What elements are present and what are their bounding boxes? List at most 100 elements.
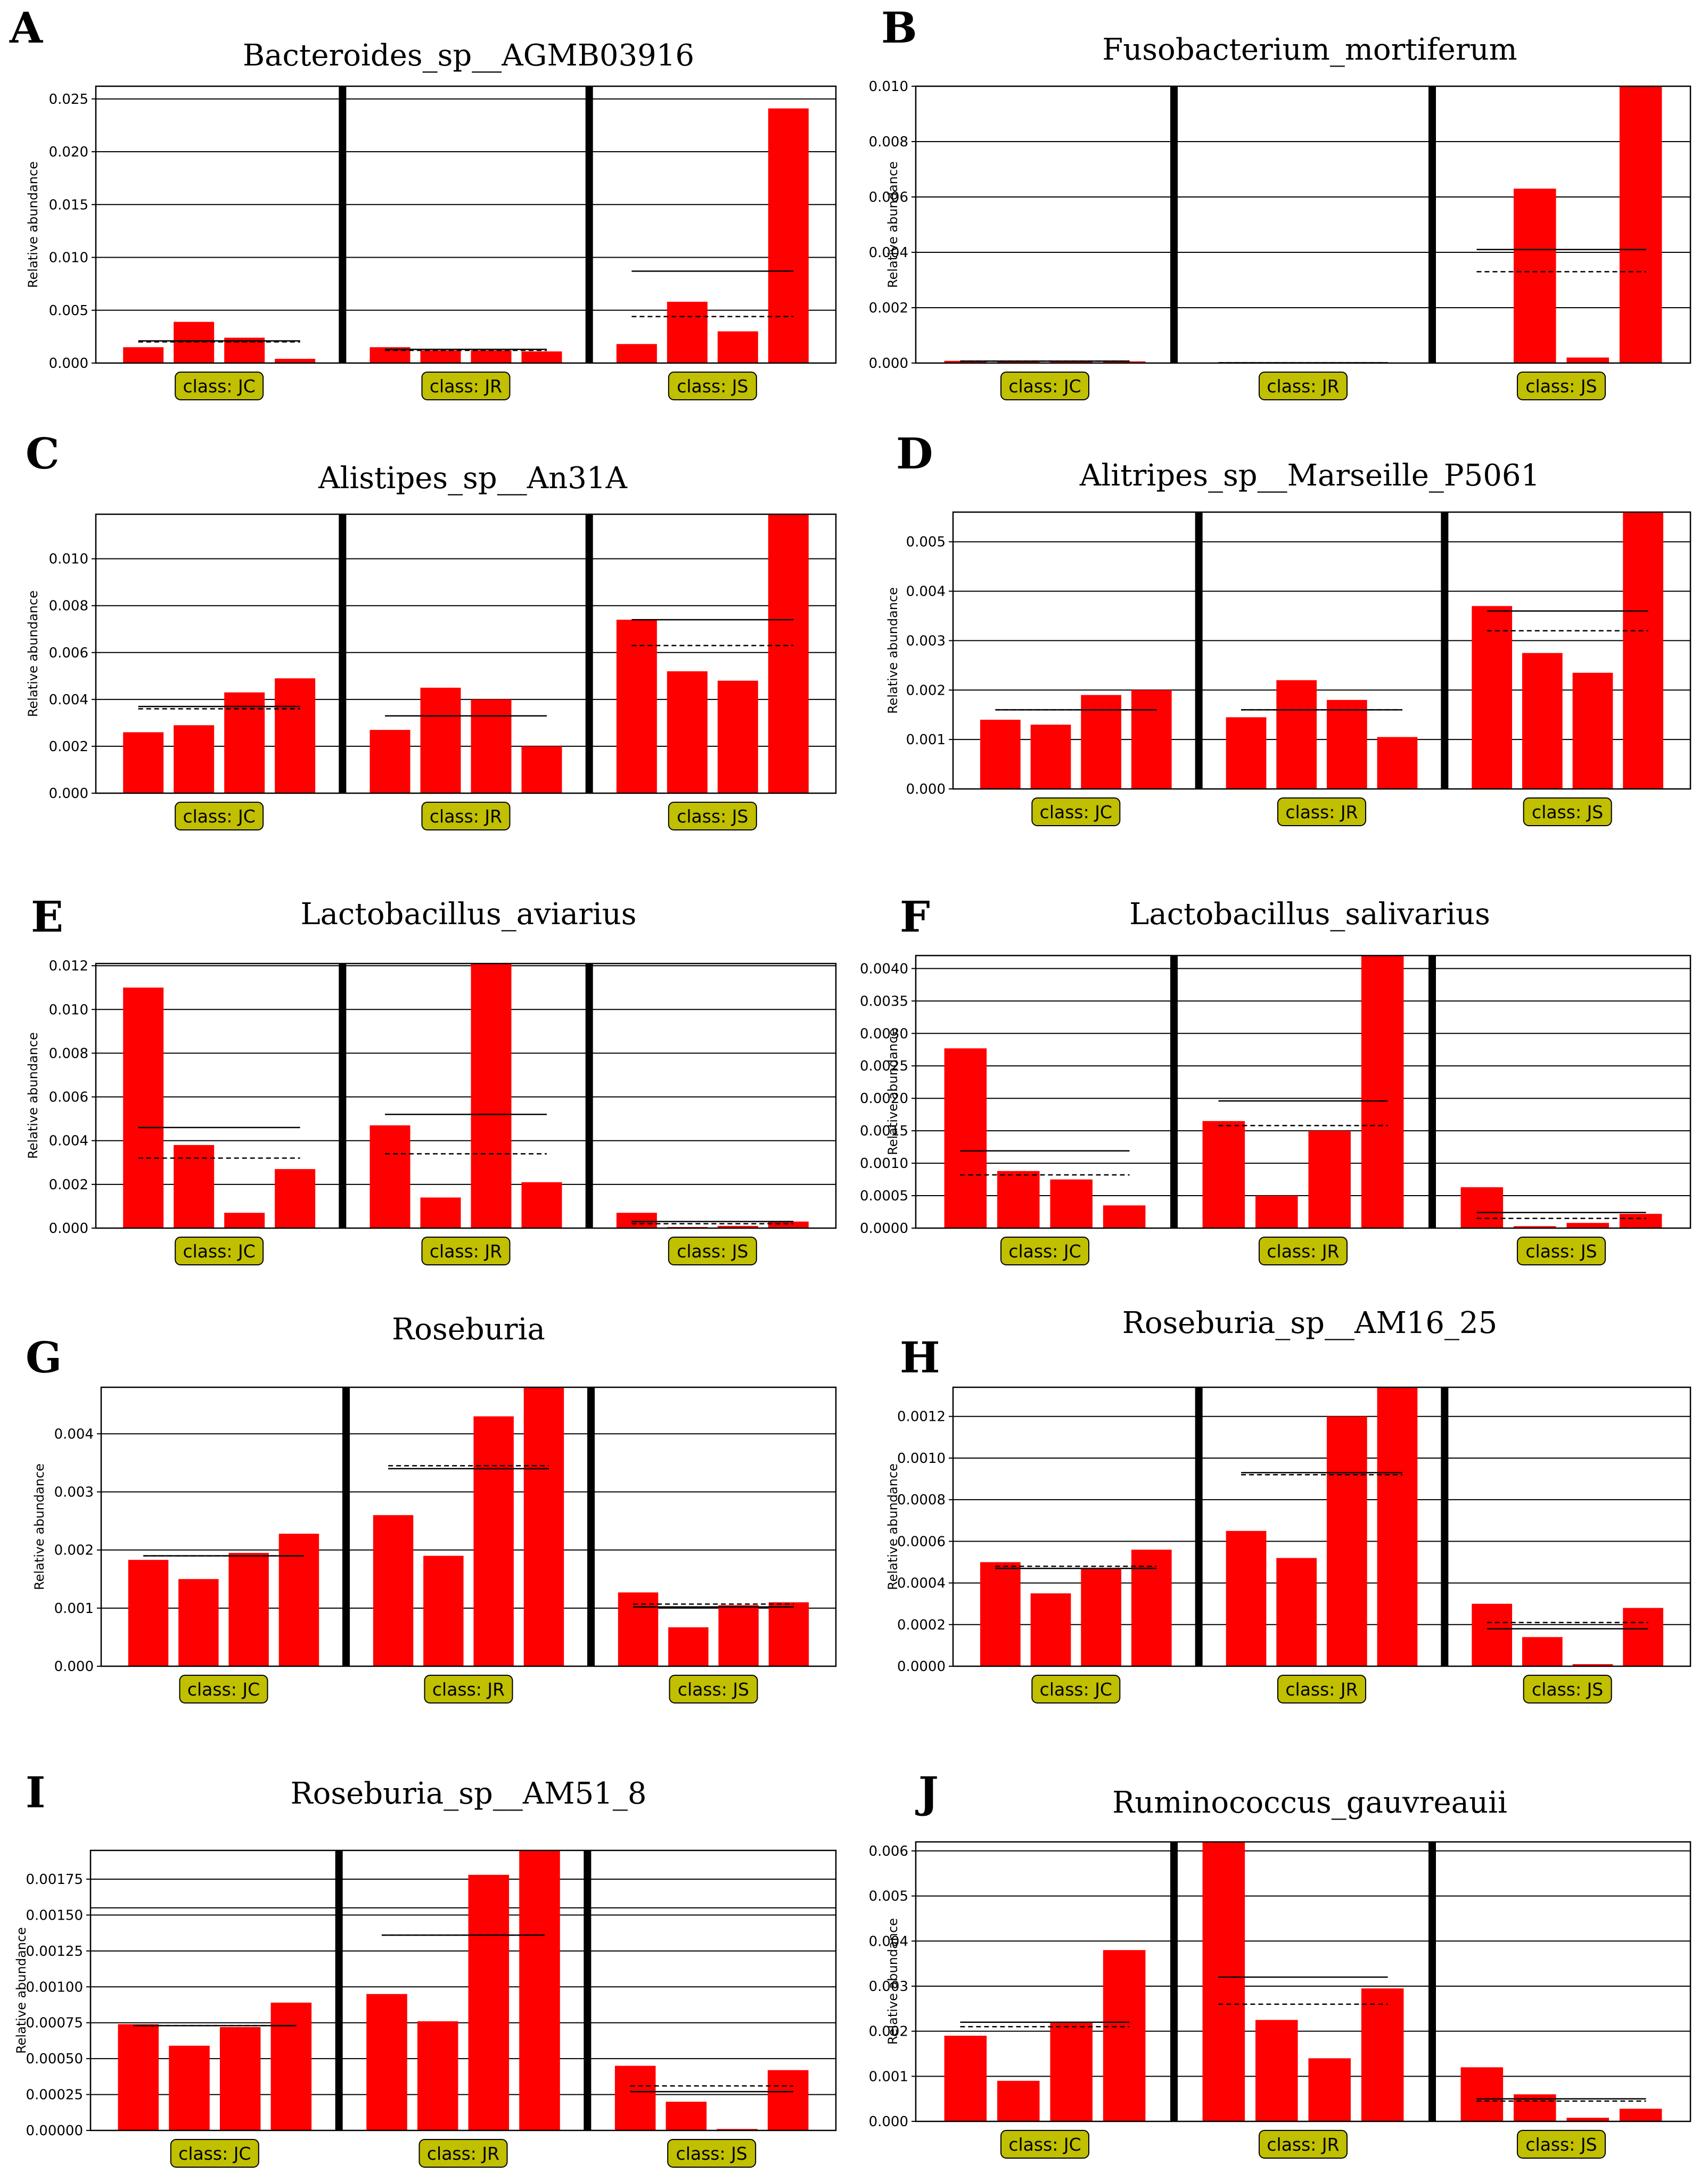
y-tick-label: 0.000 xyxy=(49,356,88,372)
y-tick-label: 0.002 xyxy=(49,739,88,755)
bar xyxy=(1131,1550,1172,1666)
y-tick-label: 0.00025 xyxy=(26,2087,83,2103)
bar xyxy=(1326,1416,1367,1666)
y-tick-label: 0.000 xyxy=(869,356,908,372)
bar xyxy=(944,1048,987,1228)
panel-d: D Alitripes_sp__Marseille_P5061 Relative a… xyxy=(885,429,1691,826)
class-label: class: JS xyxy=(677,1241,748,1262)
y-tick-label: 0.0010 xyxy=(860,1156,908,1172)
class-badge xyxy=(1259,372,1348,400)
panel-letter: F xyxy=(900,892,930,942)
y-tick-label: 0.0000 xyxy=(860,1221,908,1237)
y-tick-label: 0.000 xyxy=(49,1221,88,1237)
bar xyxy=(614,2065,656,2130)
bar xyxy=(278,1534,319,1666)
y-tick-label: 0.001 xyxy=(869,2069,908,2085)
bar xyxy=(1202,1121,1245,1228)
y-tick-label: 0.004 xyxy=(49,692,88,708)
y-tick-label: 0.00175 xyxy=(26,1872,83,1888)
bar xyxy=(219,2027,261,2130)
class-label: class: JC xyxy=(1008,2134,1081,2155)
y-tick-label: 0.0030 xyxy=(860,1026,908,1042)
class-label: class: JC xyxy=(183,806,256,827)
bar xyxy=(420,1197,461,1228)
class-label: class: JC xyxy=(187,1679,260,1700)
bar xyxy=(123,732,164,793)
y-tick-label: 0.0002 xyxy=(897,1617,946,1633)
class-label: class: JR xyxy=(1285,802,1358,822)
class-badge xyxy=(1259,2130,1348,2159)
class-badge xyxy=(421,372,511,400)
bar xyxy=(616,1213,657,1228)
bar xyxy=(768,1602,809,1666)
bar xyxy=(123,347,164,363)
class-label: class: JR xyxy=(430,1241,502,1262)
plot-frame xyxy=(915,1841,1691,2122)
panel-letter: J xyxy=(915,1767,939,1817)
bar xyxy=(1050,360,1093,363)
class-badge xyxy=(1517,1237,1606,1265)
class-label: class: JR xyxy=(1267,1241,1339,1262)
bar xyxy=(997,1171,1040,1228)
bar xyxy=(174,1145,215,1228)
y-tick-label: 0.0005 xyxy=(860,1188,908,1204)
panel-letter: B xyxy=(881,3,917,53)
chart-title: Roseburia_sp__AM16_25 xyxy=(1122,1306,1498,1340)
bar xyxy=(1472,606,1513,789)
y-axis-label: Relative abundance xyxy=(885,1028,900,1155)
y-tick-label: 0.004 xyxy=(906,584,946,600)
chart-title: Alitripes_sp__Marseille_P5061 xyxy=(1079,458,1540,493)
bar xyxy=(369,730,410,793)
panel-letter: C xyxy=(26,429,60,479)
bar xyxy=(228,1553,269,1666)
y-tick-label: 0.010 xyxy=(49,552,88,567)
bar xyxy=(717,1225,758,1228)
bar xyxy=(1103,1950,1146,2121)
bar xyxy=(1255,2020,1298,2121)
bar xyxy=(1276,1558,1317,1666)
bar xyxy=(618,1592,659,1666)
y-tick-label: 0.0006 xyxy=(897,1534,946,1550)
y-tick-label: 0.0004 xyxy=(897,1576,946,1592)
y-tick-label: 0.002 xyxy=(869,2024,908,2040)
y-tick-label: 0.008 xyxy=(869,134,908,150)
bar xyxy=(1472,1603,1513,1666)
class-badge xyxy=(421,802,511,830)
class-label: class: JR xyxy=(427,2143,499,2164)
panel-letter: E xyxy=(31,892,63,942)
y-tick-label: 0.001 xyxy=(54,1601,94,1617)
class-badge xyxy=(175,1237,264,1265)
bar xyxy=(768,1221,809,1228)
y-tick-label: 0.008 xyxy=(49,598,88,614)
class-label: class: JR xyxy=(1285,1679,1358,1700)
bar xyxy=(275,1169,316,1228)
bar xyxy=(420,687,461,793)
bar xyxy=(1619,2109,1662,2121)
y-tick-label: 0.000 xyxy=(54,1659,94,1675)
y-axis-label: Relative abundance xyxy=(26,590,40,717)
bar xyxy=(980,720,1021,789)
bar xyxy=(1103,361,1146,363)
bar xyxy=(1566,357,1609,363)
bar xyxy=(128,1560,169,1666)
bar xyxy=(1514,1226,1556,1228)
bar xyxy=(667,671,708,793)
bar xyxy=(1377,1387,1418,1666)
y-tick-label: 0.006 xyxy=(49,1090,88,1106)
y-tick-label: 0.003 xyxy=(54,1485,94,1501)
class-badge xyxy=(421,1237,511,1265)
class-label: class: JR xyxy=(432,1679,505,1700)
bar xyxy=(224,1213,265,1228)
y-tick-label: 0.0040 xyxy=(860,961,908,977)
class-label: class: JC xyxy=(1040,1679,1112,1700)
bar xyxy=(1308,1131,1351,1228)
y-axis-label: Relative abundance xyxy=(14,1927,29,2054)
y-tick-label: 0.015 xyxy=(49,197,88,213)
plot-frame xyxy=(915,954,1691,1229)
bar xyxy=(519,1850,560,2130)
plot-frame xyxy=(89,1849,837,2131)
panel-f: F Lactobacillus_salivarius Relative abunda… xyxy=(860,892,1691,1265)
bar xyxy=(1361,956,1404,1228)
class-badge xyxy=(1523,797,1612,826)
